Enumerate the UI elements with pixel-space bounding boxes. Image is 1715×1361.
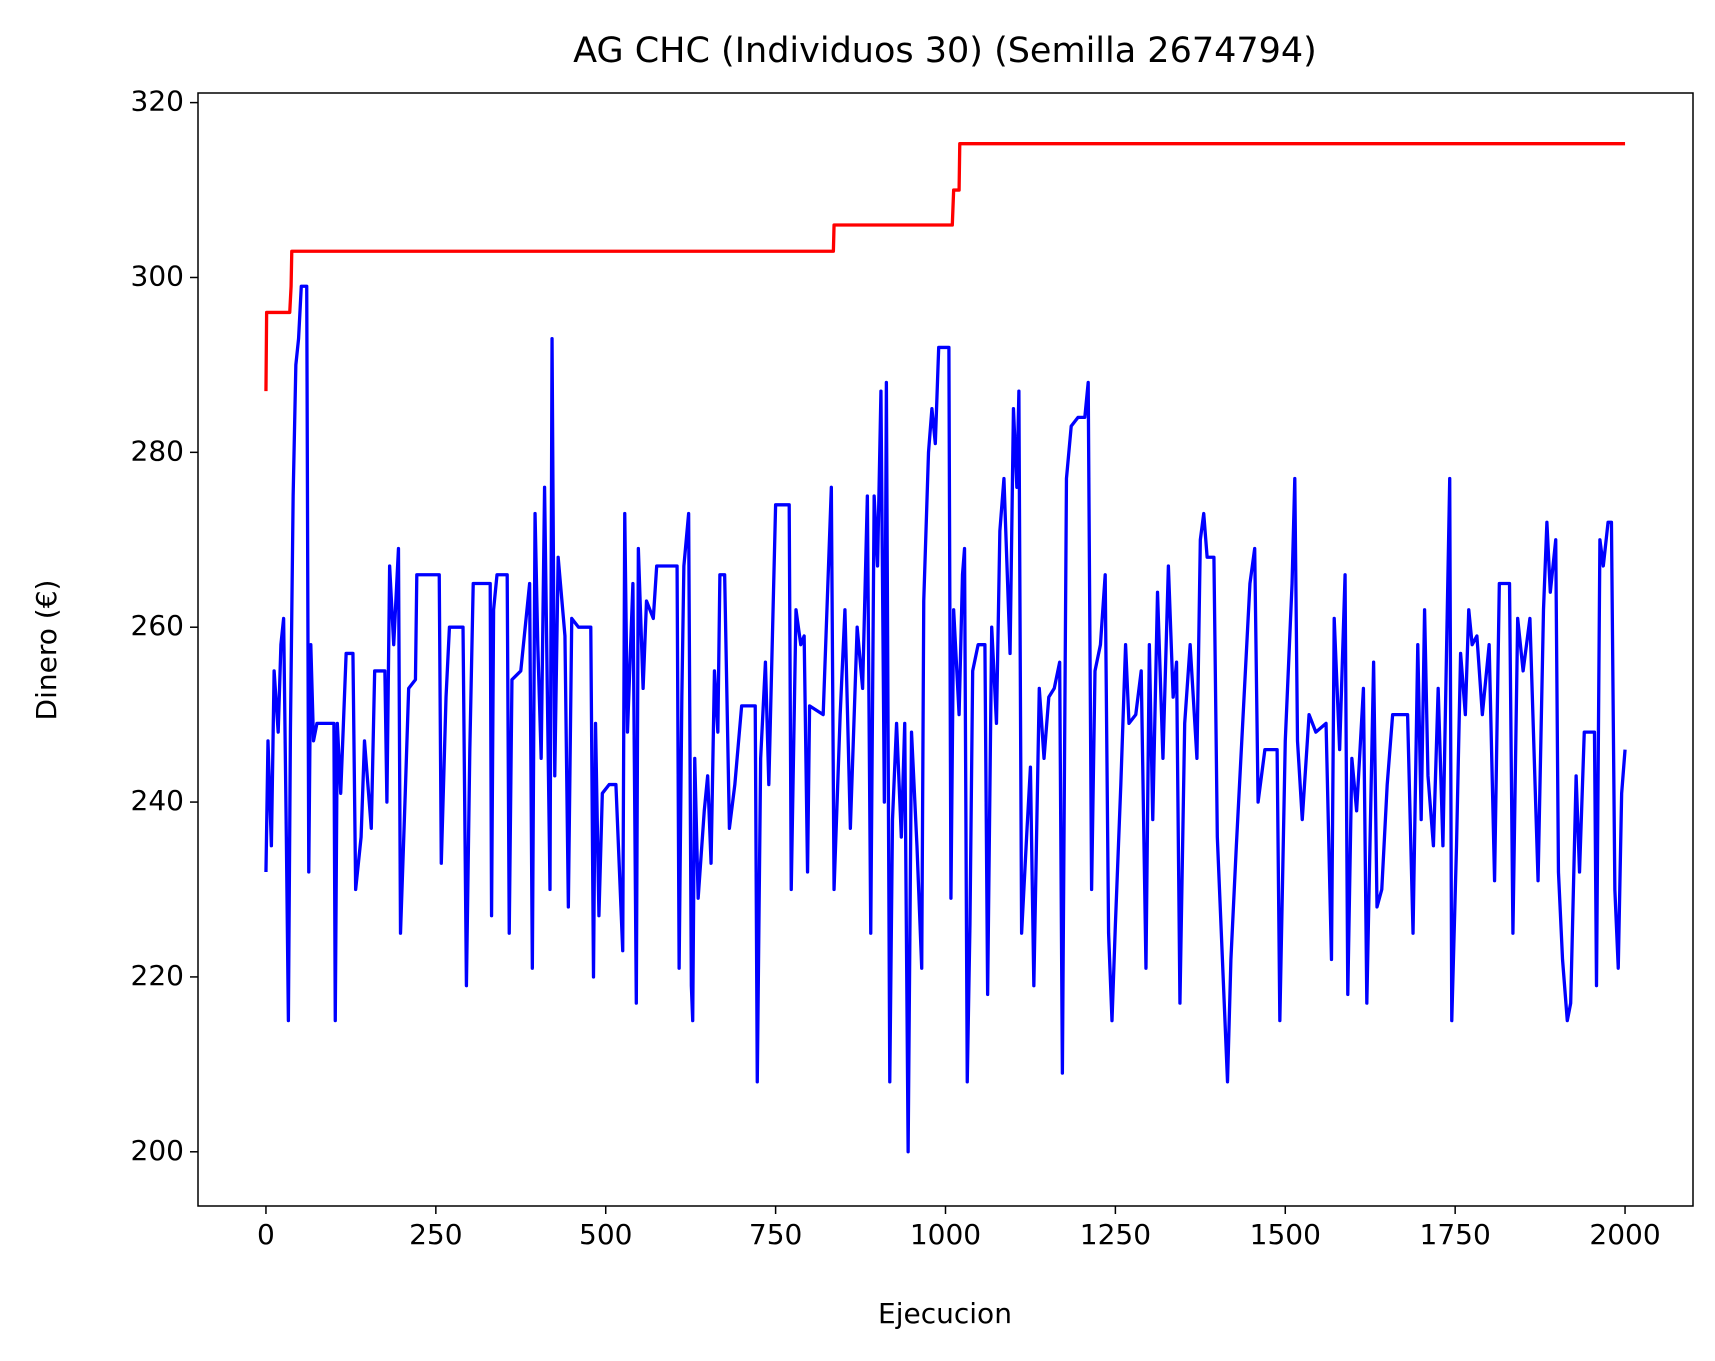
x-axis-label: Ejecucion xyxy=(878,1297,1012,1330)
y-axis-label: Dinero (€) xyxy=(30,580,63,721)
y-tick-label: 200 xyxy=(131,1134,184,1167)
y-tick-label: 220 xyxy=(131,959,184,992)
x-tick-label: 1750 xyxy=(1420,1218,1491,1251)
y-tick-label: 240 xyxy=(131,784,184,817)
y-tick-label: 260 xyxy=(131,609,184,642)
data-line xyxy=(264,142,1626,392)
x-tick-label: 1250 xyxy=(1080,1218,1151,1251)
plot-frame xyxy=(197,92,1694,1207)
chart-title: AG CHC (Individuos 30) (Semilla 2674794) xyxy=(573,31,1317,71)
data-line xyxy=(264,284,1627,1154)
y-tick-label: 280 xyxy=(131,434,184,467)
x-tick-label: 1500 xyxy=(1250,1218,1321,1251)
x-tick-label: 500 xyxy=(579,1218,632,1251)
y-tick-label: 300 xyxy=(131,259,184,292)
x-tick-label: 750 xyxy=(749,1218,802,1251)
x-tick-label: 250 xyxy=(409,1218,462,1251)
x-tick-label: 1000 xyxy=(910,1218,981,1251)
x-tick-label: 0 xyxy=(257,1218,275,1251)
x-tick-label: 2000 xyxy=(1589,1218,1660,1251)
y-tick-label: 320 xyxy=(131,85,184,118)
